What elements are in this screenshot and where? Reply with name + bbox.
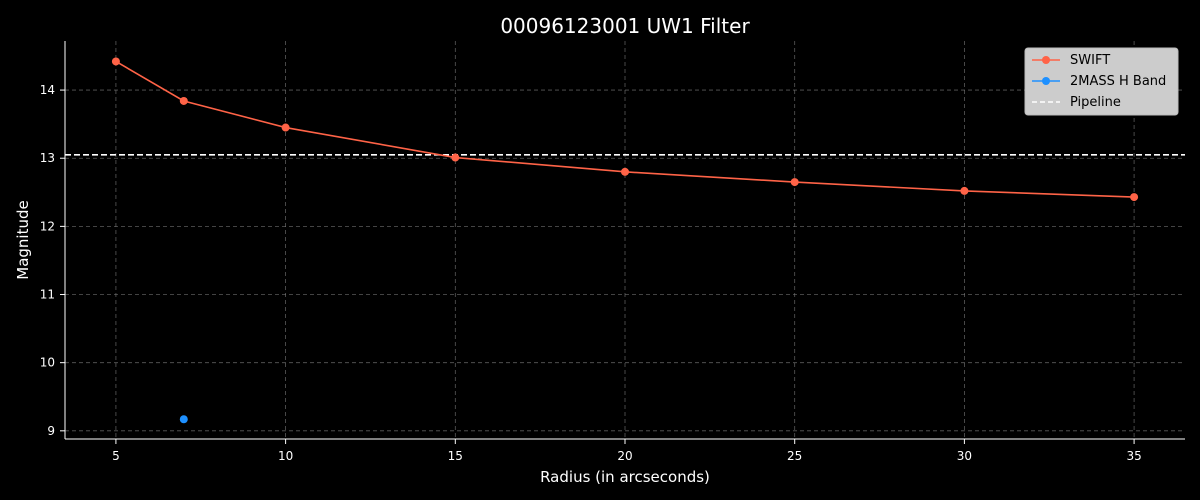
- x-tick-label: 20: [617, 449, 632, 463]
- x-tick-label: 15: [448, 449, 463, 463]
- x-tick-label: 5: [112, 449, 120, 463]
- swift-point: [621, 167, 629, 176]
- swift-line: [115, 60, 1135, 198]
- y-axis-ticks: 9 10 11 12 13 14: [40, 83, 65, 438]
- x-tick-label: 30: [957, 449, 972, 463]
- x-axis-ticks: 5 10 15 20 25 30 35: [112, 439, 1142, 463]
- legend-marker: [1042, 77, 1050, 85]
- y-tick-label: 9: [47, 424, 55, 438]
- legend-box: [1024, 47, 1179, 116]
- grid: [65, 41, 1185, 439]
- swift-point: [281, 123, 290, 132]
- y-tick-label: 11: [40, 288, 55, 302]
- 2mass-h-band-point: [179, 415, 188, 424]
- x-axis-label: Radius (in arcseconds): [540, 468, 710, 486]
- swift-point: [960, 186, 969, 195]
- legend-label: SWIFT: [1070, 53, 1110, 68]
- legend: SWIFT 2MASS H Band Pipeline: [1024, 47, 1179, 116]
- x-tick-label: 35: [1126, 449, 1141, 463]
- swift-point: [111, 57, 120, 66]
- x-tick-label: 25: [787, 449, 802, 463]
- swift-point: [179, 96, 188, 105]
- y-tick-label: 10: [40, 356, 55, 370]
- y-tick-label: 13: [40, 151, 55, 165]
- swift-point: [1130, 193, 1139, 202]
- chart-title: 00096123001 UW1 Filter: [500, 14, 750, 38]
- legend-label: Pipeline: [1070, 95, 1121, 110]
- y-tick-label: 12: [40, 219, 55, 233]
- swift-point: [451, 153, 460, 162]
- y-tick-label: 14: [40, 83, 55, 97]
- x-tick-label: 10: [278, 449, 293, 463]
- swift-point: [790, 178, 799, 187]
- legend-marker: [1042, 56, 1050, 64]
- series-layer: [111, 57, 1139, 424]
- y-axis-label: Magnitude: [14, 200, 32, 279]
- legend-label: 2MASS H Band: [1070, 74, 1166, 89]
